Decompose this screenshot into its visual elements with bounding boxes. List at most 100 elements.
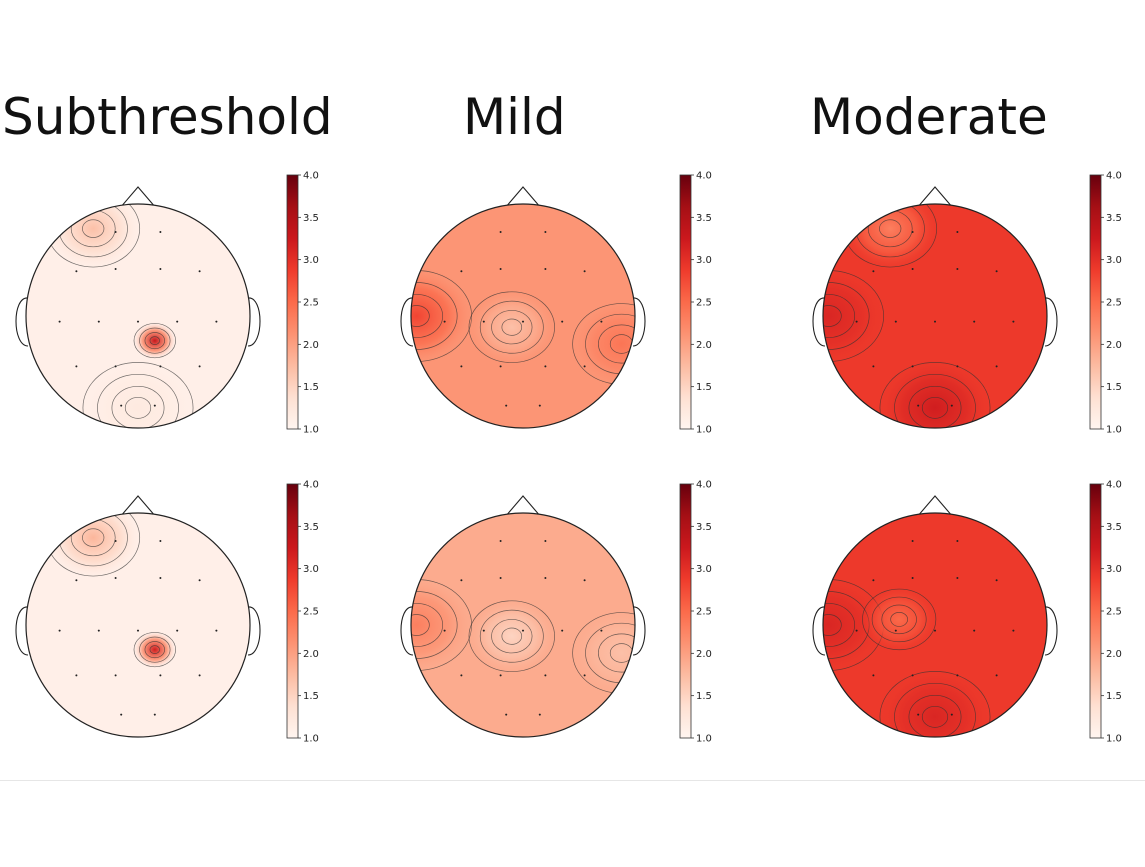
topomap-mild-row2: 1.0 1.5 2.0 2.5 3.0 3.5 4.0 [400,480,712,745]
activation-blob [877,357,993,428]
topomap-figure: 1.0 1.5 2.0 2.5 3.0 3.5 4.0 1.0 1.5 2.0 2.5 3.0 3.5 4… [15,171,1122,745]
nose-outline [504,495,542,518]
column-title-mild: Mild [463,88,566,146]
contour-line [908,385,962,428]
electrode-dot [917,404,920,407]
electrode-dot [58,629,61,632]
electrode-dot [872,270,875,273]
electrode-dot [137,320,139,323]
head-outline [25,512,251,738]
topomap-moderate-row2: 1.0 1.5 2.0 2.5 3.0 3.5 4.0 [812,480,1122,745]
column-title-subthreshold: Subthreshold [2,88,333,146]
topomap-subthreshold-row1: 1.0 1.5 2.0 2.5 3.0 3.5 4.0 [15,171,319,436]
colorbar-tick-label: 2.5 [696,298,712,309]
head-outline [822,512,1048,738]
contour-line [908,694,962,737]
contour-line [133,632,176,668]
head-outline [822,203,1048,429]
activation-blob [860,585,938,654]
colorbar-tick-label: 2.0 [696,649,712,660]
head-outline [25,203,251,429]
electrode-dot [544,674,547,677]
contour-line [124,396,152,419]
contour-line [823,614,842,636]
colorbar [1089,483,1102,739]
colorbar-tick-label: 1.0 [696,425,712,436]
contour-line [144,332,166,350]
colorbar-tick-label: 3.0 [1106,564,1122,575]
contour-line [82,219,105,238]
colorbar-tick-label: 2.5 [1106,298,1122,309]
topomap-subthreshold-row2: 1.0 1.5 2.0 2.5 3.0 3.5 4.0 [15,480,319,745]
colorbar [286,174,299,430]
contour-line [411,603,444,647]
electrode-dot [911,365,914,368]
colorbar-tick-label: 4.0 [303,171,319,182]
electrode-dot [950,404,953,407]
contour-line [921,396,949,419]
bottom-divider [0,780,1145,781]
contour-line [879,362,991,428]
contour-line [111,385,165,428]
electrode-dot [499,267,502,270]
electrode-dot [75,579,78,582]
colorbar-tick-label: 3.0 [303,255,319,266]
activation-blob [132,321,177,360]
colorbar [679,174,692,430]
electrode-dot [97,320,100,323]
contour-line [411,614,430,636]
right-ear-outline [247,606,261,656]
electrode-dot [114,365,117,368]
electrode-dot [114,267,117,270]
left-ear-outline [400,297,414,347]
contour-line [823,603,856,647]
nose-outline [119,186,157,209]
contour-line [823,294,856,338]
activation-blob [466,288,557,367]
electrode-dot [460,674,463,677]
electrode-dot [499,365,502,368]
electrode-dot [561,320,564,323]
electrode-dot [499,231,502,233]
electrode-dot [855,320,858,323]
right-ear-outline [632,606,646,656]
electrode-dot [995,579,998,582]
electrode-dot [872,674,875,677]
electrode-dot [894,320,897,323]
colorbar-tick-label: 1.5 [303,382,319,393]
electrode-dot [443,629,446,632]
head-outline [410,203,636,429]
topomap-moderate-row1: 1.0 1.5 2.0 2.5 3.0 3.5 4.0 [812,171,1122,436]
electrode-dot [443,320,446,323]
contour-line [894,682,976,737]
electrode-dot [583,674,586,677]
electrode-dot [522,629,524,632]
activation-blob [570,608,635,698]
activation-blob [411,574,475,676]
contour-line [921,705,949,728]
activation-blob [570,299,635,389]
left-ear-outline [812,297,826,347]
colorbar-tick-label: 3.5 [1106,522,1122,533]
electrode-dot [198,674,201,677]
electrode-dot [58,320,61,323]
electrode-dot [1012,629,1015,632]
electrode-dot [198,365,201,368]
electrode-dot [114,231,117,233]
electrode-dot [995,270,998,273]
electrode-dot [544,365,547,368]
contour-line [501,627,523,645]
colorbar-tick-label: 2.0 [1106,649,1122,660]
colorbar-tick-label: 1.5 [303,691,319,702]
electrode-dot [872,579,875,582]
contour-line [149,336,160,345]
electrode-dot [544,231,547,233]
colorbar-tick-label: 1.5 [696,691,712,702]
nose-outline [119,495,157,518]
electrode-dot [460,365,463,368]
electrode-dot [505,713,508,716]
left-ear-outline [812,606,826,656]
activation-blob [823,265,887,367]
contour-line [82,362,194,428]
contour-line [491,310,533,345]
